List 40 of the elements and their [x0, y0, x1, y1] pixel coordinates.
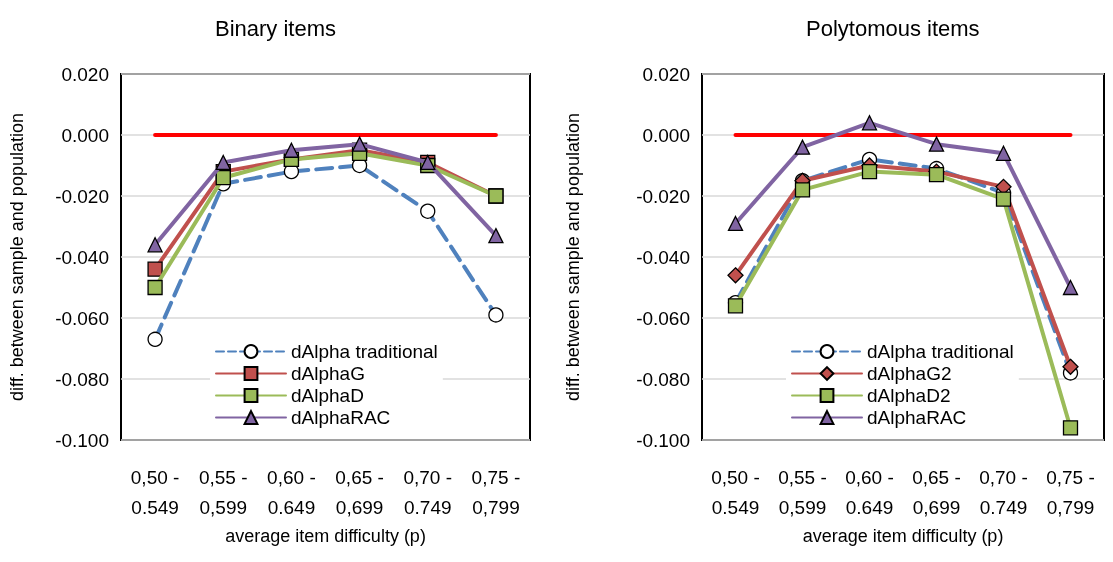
y-tick-label: -0.020	[55, 185, 109, 207]
legend-label: dAlphaD	[291, 385, 364, 406]
x-tick-label: 0,65 - 0,699	[912, 466, 961, 518]
x-tick-label: 0,60 - 0.649	[267, 466, 316, 518]
y-tick-label: -0.100	[55, 429, 109, 451]
x-tick-label: 0,75 - 0,799	[1046, 466, 1095, 518]
y-tick-label: -0.020	[636, 185, 690, 207]
x-tick-label: 0,55 - 0,599	[778, 466, 827, 518]
x-tick-label: 0,50 - 0.549	[130, 466, 180, 518]
legend-label: dAlphaG2	[867, 363, 952, 384]
y-tick-label: 0.000	[61, 124, 109, 146]
legend-label: dAlpha traditional	[867, 341, 1014, 362]
y-tick-label: 0.020	[642, 63, 690, 85]
y-tick-label: 0.020	[61, 63, 109, 85]
legend-label: dAlphaRAC	[867, 407, 967, 428]
legend-label: dAlpha traditional	[291, 341, 438, 362]
chart-title: Binary items	[215, 15, 337, 41]
y-tick-label: 0.000	[642, 124, 690, 146]
y-tick-label: -0.060	[55, 307, 109, 329]
x-axis-title: average item difficulty (p)	[802, 525, 1004, 546]
y-axis-title: diff. between sample and population	[563, 113, 583, 401]
y-tick-label: -0.100	[636, 429, 690, 451]
y-tick-label: -0.080	[55, 368, 109, 390]
legend-label: dAlphaG	[291, 363, 365, 384]
x-tick-label: 0,50 - 0.549	[711, 466, 760, 518]
x-tick-label: 0,70 - 0.749	[403, 466, 453, 518]
x-tick-label: 0,55 - 0,599	[198, 466, 248, 518]
x-tick-label: 0,70 - 0.749	[979, 466, 1028, 518]
y-tick-label: -0.040	[636, 246, 690, 268]
y-tick-label: -0.060	[636, 307, 690, 329]
y-tick-label: -0.080	[636, 368, 690, 390]
legend-label: dAlphaRAC	[291, 407, 391, 428]
x-tick-label: 0,75 - 0,799	[471, 466, 521, 518]
y-axis-title: diff. between sample and population	[7, 113, 27, 401]
y-tick-label: -0.040	[55, 246, 109, 268]
x-tick-label: 0,65 - 0,699	[335, 466, 384, 518]
chart-title: Polytomous items	[806, 15, 980, 41]
x-axis-title: average item difficulty (p)	[225, 525, 426, 546]
x-tick-label: 0,60 - 0.649	[845, 466, 894, 518]
legend-label: dAlphaD2	[867, 385, 951, 406]
